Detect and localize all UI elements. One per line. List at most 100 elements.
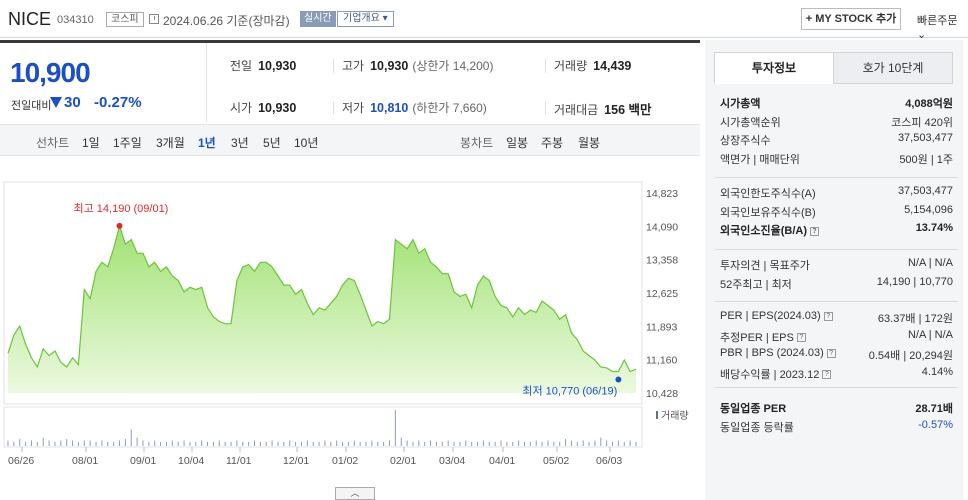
candle-monthly[interactable]: 월봉 (578, 136, 601, 150)
info-value: N/A | N/A (907, 257, 953, 269)
period-3m[interactable]: 3개월 (156, 136, 185, 150)
volume-bar (488, 441, 490, 446)
volume-bar (54, 441, 56, 446)
volume-bar (576, 441, 578, 446)
period-1y[interactable]: 1년 (198, 136, 216, 150)
help-icon[interactable]: ? (810, 226, 819, 236)
volume-bar (283, 441, 285, 446)
add-mystock-button[interactable]: + MY STOCK 추가 (801, 8, 901, 30)
volume-bar (289, 440, 291, 446)
help-icon[interactable]: ? (823, 311, 833, 321)
info-value: -0.57% (918, 418, 953, 431)
price-chart[interactable]: 14,823 14,090 13,358 12,625 11,893 11,160 10,4… (0, 160, 700, 500)
side-info-panel: 투자정보 호가 10단계 시가총액 4,088억원 시가총액순위 코스피 420위 상장… (705, 40, 963, 500)
info-label: 시가총액 (720, 98, 761, 110)
volume-bar (394, 410, 396, 446)
period-5y[interactable]: 5년 (263, 136, 281, 150)
volume-bar (119, 440, 121, 446)
info-label: 외국인한도주식수(A) (720, 188, 816, 200)
volume-bar (7, 440, 9, 446)
volume-bar (230, 441, 232, 446)
y-tick-label: 12,625 (646, 288, 678, 300)
volume-bar (388, 440, 390, 446)
volume-bar (318, 441, 320, 446)
period-10y[interactable]: 10년 (294, 136, 319, 150)
volume-bar (48, 440, 50, 446)
help-icon[interactable]: ? (826, 348, 836, 358)
x-tick-label: 10/04 (178, 455, 204, 467)
realtime-badge[interactable]: 실시간 (300, 11, 336, 27)
volume-bar (629, 440, 631, 446)
info-value: 37,503,477 (897, 185, 953, 197)
info-row: 동일업종 등락률 -0.57% (720, 419, 953, 437)
info-row: 시가총액순위 코스피 420위 (720, 114, 953, 132)
period-1w[interactable]: 1주일 (113, 136, 142, 150)
period-3y[interactable]: 3년 (231, 136, 249, 150)
collapse-button[interactable]: ︿ (335, 487, 375, 500)
period-bar: 선차트 1일 1주일 3개월 1년 3년 5년 10년 봉차트 일봉 주봉 월봉 (0, 124, 700, 156)
change-value: 30 (64, 94, 81, 111)
tab-investment-info[interactable]: 투자정보 (714, 52, 834, 84)
quick-order-button[interactable]: 빠른주문 ⌄ (917, 15, 958, 41)
candle-weekly[interactable]: 주봉 (541, 136, 564, 150)
volume-bar (60, 440, 62, 446)
volume-bar (482, 440, 484, 446)
x-tick-label: 04/01 (489, 455, 515, 467)
info-row: 시가총액 4,088억원 (720, 95, 953, 113)
volume-bar (477, 441, 479, 446)
volume-bar (201, 440, 203, 446)
period-1d[interactable]: 1일 (82, 136, 100, 150)
volume-bar (271, 440, 273, 446)
y-tick-label: 11,160 (646, 355, 677, 367)
x-tick-label: 06/03 (596, 455, 622, 467)
volume-bar (218, 440, 220, 446)
market-badge: 코스피 (106, 12, 144, 27)
help-icon[interactable]: ? (822, 370, 832, 380)
info-row: 추정PER | EPS? N/A | N/A (720, 329, 953, 347)
volume-bar (612, 441, 614, 446)
volume-bar (25, 441, 27, 446)
volume: 거래량 14,439 (554, 59, 632, 73)
volume-bar (435, 441, 437, 446)
volume-bar (570, 440, 572, 446)
x-tick-label: 05/02 (543, 455, 569, 467)
volume-bar (606, 440, 608, 446)
low-price: 저가 10,810 (하한가 7,660) (342, 101, 487, 115)
prev-close: 전일 10,930 (230, 59, 297, 73)
volume-bar (418, 440, 420, 446)
volume-bar (635, 441, 637, 446)
stock-name: NICE (8, 9, 52, 29)
info-value: N/A | N/A (907, 328, 953, 341)
high-price: 고가 10,930 (상한가 14,200) (342, 59, 494, 73)
volume-bar (371, 440, 373, 446)
volume-bar (500, 440, 502, 446)
info-label: 액면가 | 매매단위 (720, 153, 800, 166)
volume-bar (377, 441, 379, 446)
info-row: 52주최고 | 최저 14,190 | 10,770 (720, 276, 953, 294)
help-icon[interactable]: ? (796, 333, 806, 343)
volume-bar (400, 437, 402, 446)
volume-bar (365, 441, 367, 446)
info-label: 동일업종 PER (720, 403, 787, 415)
volume-bar (183, 440, 185, 446)
info-row: 동일업종 PER 28.71배 (720, 400, 953, 418)
tab-order-book[interactable]: 호가 10단계 (833, 52, 953, 84)
calendar-icon (149, 14, 159, 24)
candle-chart-label: 봉차트 (460, 136, 494, 150)
volume-bar (353, 440, 355, 446)
price-line (7, 223, 637, 373)
change-label: 전일대비 (11, 100, 52, 112)
info-value: 500원 | 1주 (899, 153, 953, 166)
down-arrow-icon (50, 97, 62, 108)
volume-bar (565, 439, 567, 446)
info-label: 52주최고 | 최저 (720, 278, 792, 291)
company-info-button[interactable]: 기업개요 ▾ (337, 11, 394, 27)
volume-bar (553, 441, 555, 446)
stock-code: 034310 (57, 14, 94, 26)
volume-bar (77, 441, 79, 446)
volume-bar (324, 440, 326, 446)
info-label: 추정PER | EPS? (720, 329, 806, 345)
candle-daily[interactable]: 일봉 (506, 136, 529, 150)
volume-bar (494, 441, 496, 446)
volume-bar (136, 437, 138, 446)
